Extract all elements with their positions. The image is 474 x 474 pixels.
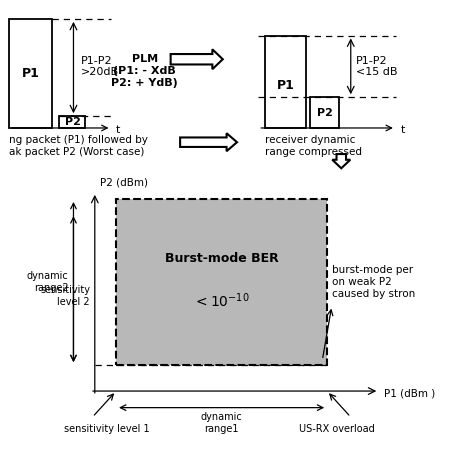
Text: P1 (dBm ): P1 (dBm ) — [384, 388, 435, 399]
Text: PLM
(P1: - XdB
P2: + YdB): PLM (P1: - XdB P2: + YdB) — [111, 55, 178, 88]
Text: P1: P1 — [22, 67, 40, 80]
Text: P2: P2 — [64, 117, 81, 128]
Text: US-RX overload: US-RX overload — [299, 424, 374, 434]
Text: P1-P2
>20dB: P1-P2 >20dB — [81, 55, 118, 77]
Text: P2: P2 — [317, 108, 333, 118]
Text: sensitivity level 1: sensitivity level 1 — [64, 424, 149, 434]
Text: ng packet (P1) followed by
ak packet P2 (Worst case): ng packet (P1) followed by ak packet P2 … — [9, 135, 148, 157]
FancyArrow shape — [180, 133, 237, 151]
Text: sensitivity
level 2: sensitivity level 2 — [40, 285, 90, 307]
Text: P1-P2
<15 dB: P1-P2 <15 dB — [356, 55, 397, 77]
FancyArrow shape — [332, 154, 350, 168]
Bar — [116, 199, 327, 365]
Text: t: t — [116, 125, 120, 136]
Text: $< 10^{-10}$: $< 10^{-10}$ — [193, 292, 250, 310]
Bar — [310, 97, 339, 128]
Text: burst-mode per
on weak P2
caused by stron: burst-mode per on weak P2 caused by stro… — [332, 265, 415, 299]
Text: P2 (dBm): P2 (dBm) — [100, 177, 147, 187]
Bar — [59, 116, 85, 128]
Bar — [265, 36, 306, 128]
Bar — [116, 199, 327, 365]
Text: P1: P1 — [277, 79, 295, 92]
Text: Burst-mode BER: Burst-mode BER — [165, 252, 278, 265]
Text: dynamic
range2: dynamic range2 — [27, 271, 69, 293]
Text: dynamic
range1: dynamic range1 — [201, 412, 243, 434]
FancyArrow shape — [171, 49, 223, 69]
Bar — [9, 19, 52, 128]
Text: t: t — [401, 125, 405, 136]
Text: receiver dynamic
range compressed: receiver dynamic range compressed — [265, 135, 363, 157]
